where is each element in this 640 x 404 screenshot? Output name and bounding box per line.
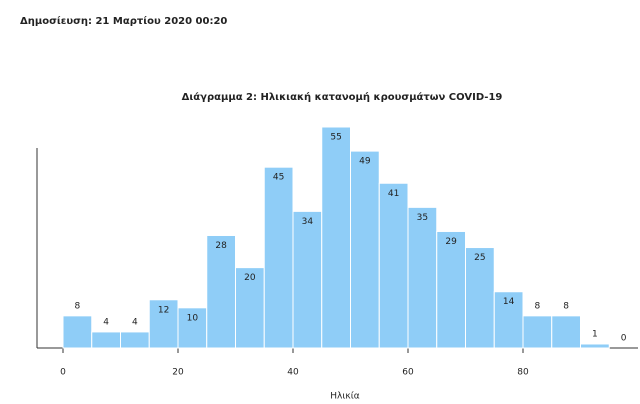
- bar: [580, 343, 610, 349]
- value-label: 12: [158, 305, 169, 315]
- value-label: 29: [445, 237, 457, 247]
- bar: [235, 267, 265, 349]
- value-label: 8: [75, 301, 81, 311]
- bar: [292, 210, 323, 349]
- x-tick-label: 0: [60, 368, 66, 378]
- x-tick-label: 40: [287, 368, 299, 378]
- x-tick-label: 80: [517, 368, 529, 378]
- bar: [522, 315, 553, 349]
- value-label: 14: [503, 297, 515, 307]
- bar: [62, 315, 93, 349]
- value-label: 1: [592, 329, 598, 339]
- bar: [465, 247, 495, 349]
- bar: [350, 150, 380, 349]
- value-label: 55: [330, 133, 341, 143]
- chart-title: Διάγραμμα 2: Ηλικιακή κατανομή κρουσμάτω…: [182, 91, 503, 103]
- value-label: 10: [187, 313, 199, 323]
- bar: [321, 126, 351, 349]
- bar: [378, 182, 409, 349]
- x-tick-label: 60: [402, 368, 414, 378]
- value-label: 4: [103, 317, 109, 327]
- bar: [177, 307, 208, 349]
- bar: [407, 206, 438, 349]
- value-label: 8: [563, 301, 569, 311]
- bar: [436, 230, 466, 349]
- value-label: 28: [215, 241, 227, 251]
- bar: [263, 166, 294, 349]
- bar: [493, 291, 524, 349]
- x-axis-label: Ηλικία: [330, 392, 359, 402]
- bar: [551, 315, 581, 349]
- value-label: 34: [302, 217, 314, 227]
- bar: [91, 331, 121, 349]
- bar: [206, 234, 236, 349]
- value-label: 35: [417, 213, 428, 223]
- publish-date: Δημοσίευση: 21 Μαρτίου 2020 00:20: [20, 15, 227, 27]
- value-label: 0: [621, 334, 627, 344]
- value-label: 25: [474, 253, 485, 263]
- bar: [148, 299, 179, 349]
- value-label: 8: [535, 301, 541, 311]
- value-label: 41: [388, 189, 399, 199]
- value-label: 49: [359, 157, 371, 167]
- value-label: 20: [244, 273, 256, 283]
- bar: [120, 331, 150, 349]
- x-tick-label: 20: [172, 368, 184, 378]
- value-label: 45: [273, 173, 284, 183]
- value-label: 4: [132, 317, 138, 327]
